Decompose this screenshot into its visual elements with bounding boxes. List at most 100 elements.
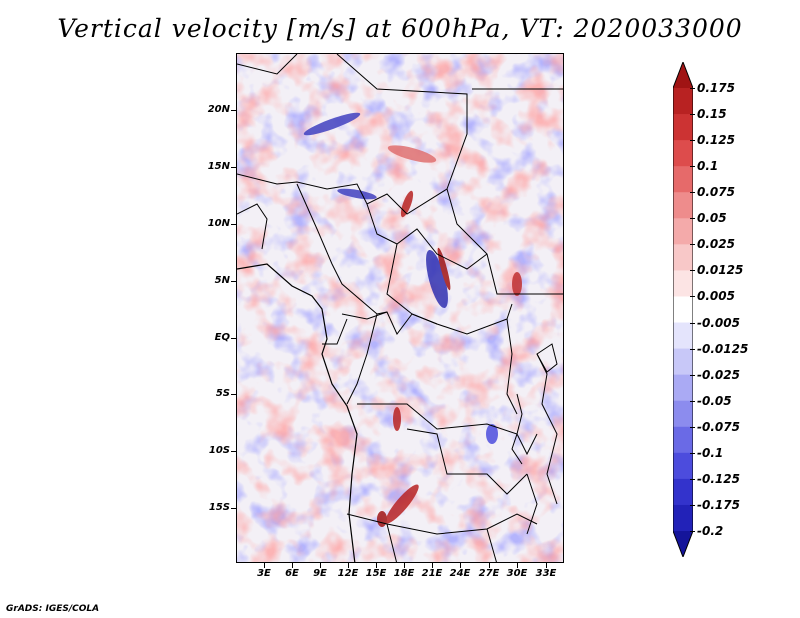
colorbar-tick xyxy=(690,348,695,350)
colorbar-segment xyxy=(673,374,693,402)
lon-tick xyxy=(292,563,293,568)
lat-label-20n: 20N xyxy=(207,104,230,115)
colorbar-tick xyxy=(690,400,695,402)
lat-label-eq: EQ xyxy=(214,332,230,343)
lat-tick xyxy=(231,110,236,111)
lon-tick xyxy=(460,563,461,568)
lat-tick xyxy=(231,394,236,395)
vertical-velocity-field xyxy=(237,54,563,562)
colorbar-label: 0.125 xyxy=(697,133,735,148)
lon-tick xyxy=(489,563,490,568)
colorbar-tick xyxy=(690,426,695,428)
colorbar-tick xyxy=(690,452,695,454)
colorbar-label: 0.1 xyxy=(697,159,719,174)
lon-label-21e: 21E xyxy=(421,568,443,579)
lon-tick xyxy=(264,563,265,568)
colorbar-segment xyxy=(673,140,693,167)
colorbar-segment xyxy=(673,296,693,324)
colorbar-segment xyxy=(673,192,693,219)
colorbar-bottom-triangle xyxy=(673,531,693,557)
colorbar-segment xyxy=(673,452,693,480)
lon-tick xyxy=(376,563,377,568)
colorbar-label: -0.05 xyxy=(697,393,732,408)
colorbar-tick xyxy=(690,244,695,246)
colorbar-segment xyxy=(673,348,693,376)
colorbar-tick xyxy=(690,88,695,89)
country-borders xyxy=(237,54,563,562)
colorbar-top-triangle xyxy=(673,62,693,88)
lat-tick xyxy=(231,167,236,168)
colorbar-tick xyxy=(690,478,695,480)
chart-title: Vertical velocity [m/s] at 600hPa, VT: 2… xyxy=(57,14,743,43)
lon-label-9e: 9E xyxy=(313,568,327,579)
colorbar-tick xyxy=(690,192,695,194)
lon-label-18e: 18E xyxy=(393,568,415,579)
lat-tick xyxy=(231,451,236,452)
lat-label-10s: 10S xyxy=(208,445,230,456)
colorbar-segment xyxy=(673,218,693,245)
lat-tick xyxy=(231,338,236,339)
colorbar-label: -0.175 xyxy=(697,497,740,512)
lat-tick xyxy=(231,508,236,509)
colorbar-label: 0.15 xyxy=(697,107,727,122)
colorbar xyxy=(673,62,693,557)
lon-tick xyxy=(404,563,405,568)
colorbar-tick xyxy=(690,140,695,142)
colorbar-label: -0.1 xyxy=(697,445,724,460)
colorbar-label: 0.025 xyxy=(697,237,735,252)
lat-label-10n: 10N xyxy=(207,218,230,229)
colorbar-label: 0.175 xyxy=(697,81,735,95)
lon-tick xyxy=(546,563,547,568)
colorbar-tick xyxy=(690,114,695,116)
colorbar-segment xyxy=(673,244,693,271)
footer-credit: GrADS: IGES/COLA xyxy=(6,604,100,614)
colorbar-segment xyxy=(673,322,693,350)
colorbar-label: 0.05 xyxy=(697,211,727,226)
lon-label-6e: 6E xyxy=(285,568,299,579)
colorbar-segment xyxy=(673,88,693,115)
lat-label-5n: 5N xyxy=(214,275,230,286)
lat-label-5s: 5S xyxy=(215,388,230,399)
lon-tick xyxy=(432,563,433,568)
lon-tick xyxy=(320,563,321,568)
colorbar-segment xyxy=(673,400,693,428)
lon-label-30e: 30E xyxy=(506,568,528,579)
lon-label-15e: 15E xyxy=(365,568,387,579)
lat-tick xyxy=(231,224,236,225)
colorbar-label: 0.0125 xyxy=(697,263,744,278)
lon-tick xyxy=(517,563,518,568)
colorbar-label: -0.2 xyxy=(697,524,724,538)
lat-label-15s: 15S xyxy=(208,502,230,513)
colorbar-segment xyxy=(673,270,693,297)
lat-tick xyxy=(231,281,236,282)
lon-tick xyxy=(348,563,349,568)
colorbar-segment xyxy=(673,504,693,532)
lon-label-33e: 33E xyxy=(535,568,557,579)
colorbar-label: -0.0125 xyxy=(697,341,749,356)
colorbar-label: 0.005 xyxy=(697,289,735,304)
colorbar-tick xyxy=(690,218,695,220)
colorbar-tick xyxy=(690,322,695,324)
colorbar-label: -0.125 xyxy=(697,471,740,486)
colorbar-tick xyxy=(690,374,695,376)
colorbar-label: -0.005 xyxy=(697,315,740,330)
colorbar-tick xyxy=(690,270,695,272)
colorbar-label: 0.075 xyxy=(697,185,735,200)
lon-label-12e: 12E xyxy=(337,568,359,579)
colorbar-tick xyxy=(690,531,695,532)
colorbar-label: -0.025 xyxy=(697,367,740,382)
colorbar-segment xyxy=(673,166,693,193)
lon-label-24e: 24E xyxy=(449,568,471,579)
map-panel xyxy=(236,53,564,563)
colorbar-segment xyxy=(673,114,693,141)
colorbar-segment xyxy=(673,478,693,506)
colorbar-segment xyxy=(673,426,693,454)
coastline xyxy=(237,263,358,562)
colorbar-tick xyxy=(690,296,695,298)
lon-label-3e: 3E xyxy=(257,568,271,579)
colorbar-tick xyxy=(690,166,695,168)
lon-label-27e: 27E xyxy=(478,568,500,579)
lakes xyxy=(506,303,558,465)
colorbar-tick xyxy=(690,504,695,506)
lat-label-15n: 15N xyxy=(207,161,230,172)
